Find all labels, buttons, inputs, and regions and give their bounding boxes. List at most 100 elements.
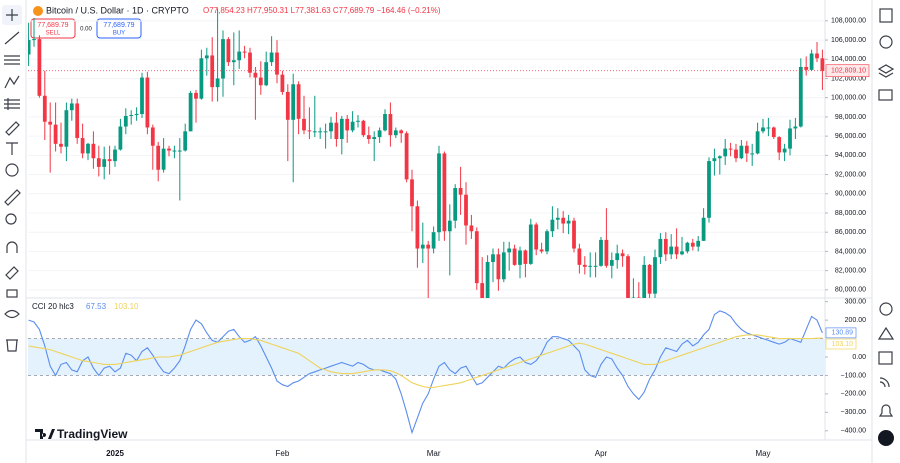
logo-mark — [35, 429, 55, 439]
target-button[interactable] — [879, 302, 893, 316]
delete-tool[interactable] — [6, 339, 18, 352]
candle-body — [442, 153, 447, 232]
y-tick-label: 84,000.00 — [835, 248, 866, 255]
y-tick-label: 98,000.00 — [835, 114, 866, 121]
sell-price: 77,689.79 — [37, 22, 68, 29]
candle-body — [771, 127, 776, 138]
last-value-label: 130.89 — [832, 330, 854, 337]
candle-body — [777, 137, 782, 153]
left-toolbar — [2, 0, 27, 463]
channel-tool[interactable] — [4, 55, 20, 65]
candle-body — [107, 159, 112, 162]
candle-body — [755, 131, 760, 154]
visibility-tool[interactable] — [4, 309, 20, 319]
candle-body — [474, 231, 479, 284]
lock-tool[interactable] — [6, 289, 18, 298]
pattern-tool[interactable] — [4, 75, 20, 89]
candle-body — [815, 53, 819, 59]
layers-button[interactable] — [877, 64, 895, 78]
candle-body — [642, 264, 647, 298]
ideas-button[interactable] — [877, 326, 895, 340]
y-tick-label: −400.00 — [841, 428, 867, 435]
cci-line — [28, 310, 823, 435]
candle-body — [626, 256, 630, 298]
candle-body — [275, 52, 279, 75]
candle-body — [75, 103, 80, 139]
candle-body — [620, 253, 625, 257]
candle-body — [485, 261, 490, 298]
brush-tool[interactable] — [5, 121, 20, 136]
candle-body — [64, 110, 69, 147]
y-tick-label: 0.00 — [852, 354, 866, 361]
magnet-tool[interactable] — [6, 241, 18, 253]
candle-body — [318, 131, 323, 133]
x-tick-label: Feb — [276, 449, 290, 458]
last-value-box — [825, 338, 857, 350]
candle-body — [269, 52, 274, 63]
candle-body — [501, 252, 506, 280]
candle-body — [566, 220, 571, 224]
candle-body — [248, 52, 252, 73]
y-tick-label: 200.00 — [845, 317, 867, 324]
candle-body — [663, 238, 668, 255]
x-tick-label: Mar — [427, 449, 441, 458]
candle-body — [582, 264, 587, 267]
buy-button[interactable] — [96, 18, 142, 39]
candle-body — [167, 148, 171, 151]
candle-body — [555, 217, 560, 220]
candle-body — [545, 231, 549, 252]
candle-body — [458, 188, 463, 195]
trendline-tool[interactable] — [4, 31, 20, 45]
candle-body — [658, 238, 663, 258]
candle-body — [464, 194, 468, 226]
ruler-tool[interactable] — [4, 189, 21, 206]
candle-body — [609, 260, 614, 266]
candle-body — [636, 297, 641, 298]
candle-body — [804, 66, 809, 70]
candle-body — [528, 224, 533, 264]
calendar-button[interactable] — [878, 351, 893, 365]
candle-body — [599, 239, 603, 266]
stream-button[interactable] — [879, 377, 890, 388]
chat-button[interactable] — [878, 89, 893, 101]
candle-body — [356, 120, 360, 122]
candle-body — [150, 127, 155, 146]
candle-body — [285, 91, 290, 120]
apps-button[interactable] — [878, 430, 894, 446]
candle-body — [339, 118, 344, 140]
candle-body — [312, 131, 317, 133]
candle-body — [696, 240, 701, 247]
candle-body — [296, 84, 301, 119]
crosshair-tool[interactable] — [6, 9, 18, 21]
watchlist-button[interactable] — [879, 8, 893, 23]
candle-body — [523, 250, 528, 264]
logo-text: TradingView — [57, 427, 128, 441]
candle-body — [393, 130, 398, 136]
candle-body — [161, 148, 166, 170]
candle-body — [350, 121, 355, 131]
zoom-tool[interactable] — [5, 213, 17, 225]
y-tick-label: 106,000.00 — [831, 37, 866, 44]
candle-body — [712, 158, 717, 162]
candle-body — [685, 242, 690, 252]
sell-button[interactable] — [30, 18, 76, 39]
fib-tool[interactable] — [4, 98, 20, 110]
y-tick-label: 88,000.00 — [835, 210, 866, 217]
text-tool[interactable] — [6, 142, 18, 155]
emoji-tool[interactable] — [5, 163, 19, 177]
buy-label: BUY — [113, 31, 125, 37]
candle-body — [561, 217, 566, 224]
candle-body — [577, 248, 582, 265]
y-tick-label: 108,000.00 — [831, 18, 866, 25]
alerts-button[interactable] — [879, 35, 893, 49]
notifications-button[interactable] — [878, 404, 894, 417]
draw-lock-tool[interactable] — [5, 266, 19, 280]
spread: 0.00 — [80, 27, 92, 33]
candle-body — [302, 118, 306, 131]
candle-body — [145, 77, 150, 128]
candle-body — [447, 220, 452, 232]
candle-body — [258, 77, 263, 86]
candle-body — [507, 248, 512, 253]
candle-body — [53, 124, 58, 144]
